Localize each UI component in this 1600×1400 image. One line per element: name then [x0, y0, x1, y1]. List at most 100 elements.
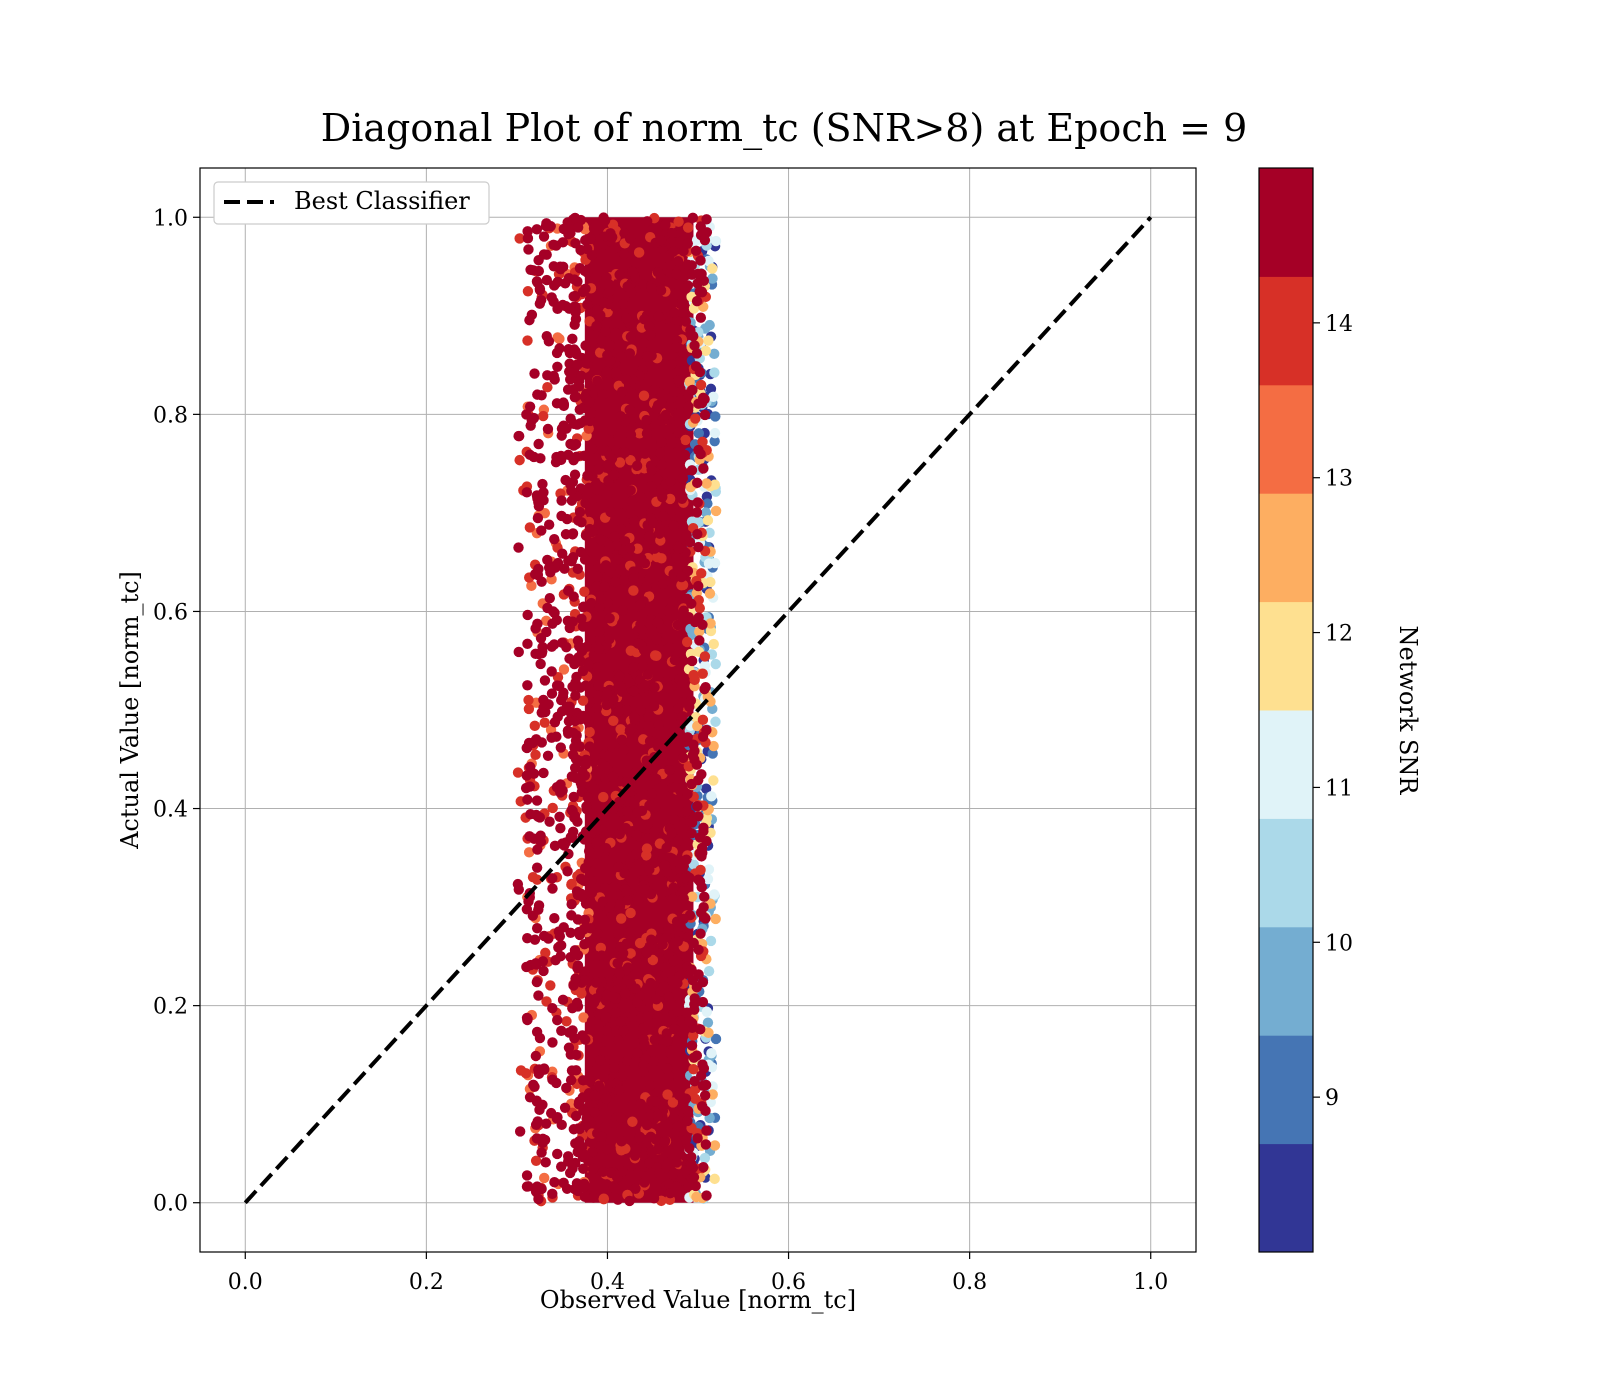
- scatter-point: [531, 959, 542, 970]
- scatter-point: [621, 312, 632, 324]
- scatter-point: [524, 401, 536, 412]
- scatter-point: [567, 1025, 578, 1036]
- scatter-point: [574, 381, 585, 392]
- scatter-point: [681, 636, 693, 648]
- scatter-point: [598, 212, 609, 223]
- scatter-point: [524, 781, 536, 792]
- scatter-point: [633, 247, 645, 258]
- scatter-point: [614, 508, 626, 519]
- scatter-point: [578, 1163, 589, 1174]
- scatter-point: [701, 812, 713, 824]
- scatter-point: [584, 741, 595, 752]
- scatter-point: [671, 268, 682, 280]
- scatter-point: [539, 1172, 550, 1184]
- scatter-point: [664, 852, 676, 863]
- scatter-point: [597, 896, 609, 907]
- scatter-point: [601, 366, 612, 378]
- scatter-point: [638, 1066, 649, 1077]
- scatter-point: [686, 1159, 697, 1170]
- scatter-point: [672, 619, 684, 631]
- scatter-point: [615, 564, 626, 576]
- scatter-point: [686, 269, 698, 280]
- x-tick-label: 0.4: [590, 1270, 625, 1295]
- scatter-point: [572, 963, 583, 974]
- scatter-point: [555, 742, 567, 753]
- scatter-point: [556, 495, 567, 506]
- scatter-point: [700, 345, 711, 357]
- scatter-point: [548, 370, 559, 382]
- scatter-point: [568, 344, 580, 355]
- scatter-point: [570, 1065, 582, 1076]
- scatter-point: [671, 1181, 682, 1192]
- scatter-point: [522, 933, 533, 944]
- scatter-point: [702, 498, 713, 509]
- scatter-point: [523, 847, 535, 858]
- scatter-point: [588, 223, 600, 234]
- scatter-point: [630, 849, 642, 860]
- scatter-point: [688, 1171, 700, 1183]
- scatter-point: [533, 990, 544, 1001]
- scatter-point: [595, 534, 607, 545]
- scatter-point: [670, 782, 681, 793]
- scatter-point: [699, 409, 711, 421]
- scatter-point: [532, 493, 543, 504]
- scatter-point: [539, 1134, 551, 1146]
- scatter-point: [624, 1195, 635, 1207]
- scatter-point: [514, 1126, 526, 1137]
- scatter-point: [584, 937, 595, 948]
- scatter-point: [533, 1064, 545, 1075]
- scatter-point: [618, 744, 630, 756]
- scatter-point: [567, 529, 578, 540]
- scatter-point: [586, 1015, 598, 1027]
- scatter-point: [556, 430, 567, 441]
- scatter-point: [595, 1054, 606, 1066]
- scatter-point: [577, 695, 589, 706]
- scatter-point: [705, 935, 717, 947]
- scatter-point: [625, 429, 637, 440]
- scatter-point: [629, 712, 640, 723]
- scatter-point: [580, 922, 592, 933]
- scatter-point: [668, 246, 679, 257]
- scatter-point: [515, 1065, 527, 1076]
- scatter-point: [555, 450, 567, 462]
- scatter-point: [542, 750, 554, 761]
- scatter-point: [607, 771, 619, 783]
- scatter-point: [630, 962, 642, 973]
- scatter-point: [558, 664, 570, 675]
- scatter-point: [551, 1113, 563, 1124]
- scatter-point: [548, 239, 559, 250]
- scatter-point: [535, 658, 546, 670]
- scatter-point: [579, 1191, 591, 1203]
- scatter-point: [657, 756, 669, 768]
- scatter-point: [665, 476, 676, 487]
- scatter-point: [618, 575, 629, 586]
- scatter-point: [639, 1146, 650, 1158]
- scatter-point: [567, 333, 578, 345]
- scatter-point: [641, 581, 652, 593]
- scatter-point: [649, 543, 660, 554]
- scatter-point: [578, 1105, 589, 1116]
- best-classifier-line: [243, 215, 1153, 1205]
- scatter-point: [557, 994, 569, 1006]
- scatter-point: [697, 436, 708, 448]
- scatter-point: [547, 1037, 558, 1048]
- scatter-point: [538, 410, 549, 422]
- scatter-point: [540, 1118, 552, 1129]
- colorbar-frame: [1258, 167, 1314, 1253]
- scatter-point: [707, 273, 718, 284]
- scatter-point: [568, 791, 579, 803]
- scatter-point: [559, 1102, 571, 1113]
- scatter-point: [584, 726, 595, 738]
- scatter-point: [709, 1140, 721, 1151]
- scatter-point: [653, 311, 664, 322]
- scatter-point: [568, 291, 579, 302]
- scatter-point: [663, 682, 675, 694]
- scatter-point: [531, 224, 543, 235]
- scatter-point: [625, 948, 636, 959]
- scatter-point: [575, 682, 586, 693]
- scatter-point: [674, 863, 686, 874]
- scatter-point: [615, 941, 626, 953]
- scatter-point: [615, 1112, 627, 1123]
- scatter-point: [664, 642, 675, 653]
- scatter-point: [614, 269, 625, 280]
